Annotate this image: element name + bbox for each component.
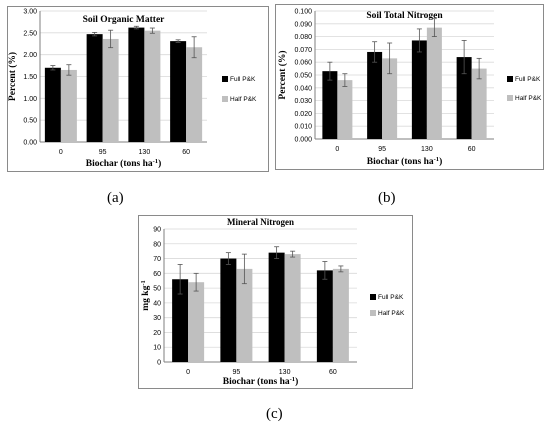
bar <box>188 282 205 362</box>
legend-swatch <box>222 96 228 102</box>
y-tick-label: 0.080 <box>294 34 312 41</box>
legend-label: Half P&K <box>515 95 542 102</box>
legend-label: Full P&K <box>515 76 541 83</box>
bar <box>186 47 203 142</box>
bar <box>144 30 161 142</box>
soil-total-nitrogen-chart: 0.000 0.010 0.020 0.030 0.040 0.050 0.060 0.070… <box>275 4 544 170</box>
legend-label: Half P&K <box>230 96 257 103</box>
x-tick-label: 0 <box>186 369 190 376</box>
y-axis-label: Percent (%) <box>277 50 288 99</box>
y-tick-label: 1.50 <box>23 74 37 81</box>
bar <box>367 51 383 139</box>
bar <box>220 258 237 362</box>
x-tick-label: 60 <box>182 149 190 156</box>
y-tick-label: 0.000 <box>294 137 312 144</box>
x-axis-label: Biochar (tons ha-1) <box>367 156 442 167</box>
mineral-nitrogen-chart: 0 10 20 30 40 50 60 70 80 90 Mineral Nitrogen 0 95 13… <box>138 215 413 389</box>
bar <box>426 27 442 139</box>
caption-c: (c) <box>266 406 283 422</box>
bar <box>456 57 472 139</box>
y-tick-label: 0 <box>157 360 161 367</box>
y-tick-label: 80 <box>153 241 161 248</box>
chart-frame <box>275 4 544 170</box>
chart-panel-c: 0 10 20 30 40 50 60 70 80 90 Mineral Nitrogen 0 95 13… <box>138 215 413 389</box>
x-tick-label: 60 <box>329 369 337 376</box>
chart-panel-b: 0.000 0.010 0.020 0.030 0.040 0.050 0.060 0.070… <box>275 4 544 170</box>
y-axis-label: Percent (%) <box>7 52 18 101</box>
bar <box>316 270 333 362</box>
chart-panel-a: 0.00 0.50 1.00 1.50 2.00 2.50 3.00 Soil Organic… <box>7 6 269 172</box>
bar <box>337 80 353 139</box>
legend-swatch <box>507 76 513 82</box>
y-tick-label: 3.00 <box>23 9 37 16</box>
bar <box>268 252 285 362</box>
y-tick-label: 2.50 <box>23 30 37 37</box>
legend-label: Full P&K <box>378 294 404 301</box>
bar <box>284 254 301 362</box>
bar <box>322 71 338 139</box>
x-tick-label: 95 <box>99 149 107 156</box>
y-tick-label: 10 <box>153 345 161 352</box>
bar <box>382 58 398 139</box>
y-tick-label: 0.030 <box>294 98 312 105</box>
y-tick-label: 50 <box>153 286 161 293</box>
chart-title: Soil Total Nitrogen <box>366 11 443 21</box>
y-tick-label: 0.100 <box>294 9 312 16</box>
x-tick-label: 130 <box>421 146 433 153</box>
y-tick-label: 0.060 <box>294 60 312 67</box>
x-tick-label: 95 <box>378 146 386 153</box>
bar <box>128 27 145 142</box>
y-tick-label: 0.050 <box>294 73 312 80</box>
caption-a: (a) <box>107 190 124 206</box>
y-tick-label: 40 <box>153 300 161 307</box>
x-tick-label: 0 <box>59 149 63 156</box>
y-tick-label: 0.50 <box>23 118 37 125</box>
y-tick-label: 0.040 <box>294 85 312 92</box>
bar <box>86 34 103 142</box>
y-tick-label: 2.00 <box>23 52 37 59</box>
x-tick-label: 130 <box>139 149 151 156</box>
chart-title: Soil Organic Matter <box>83 15 166 25</box>
bar <box>44 67 61 142</box>
bar <box>102 38 119 142</box>
y-tick-label: 90 <box>153 227 161 234</box>
x-axis-label: Biochar (tons ha-1) <box>86 158 161 169</box>
bar <box>170 41 187 142</box>
y-axis-label: mg kg-1 <box>140 280 151 311</box>
legend-swatch <box>370 294 376 300</box>
chart-title: Mineral Nitrogen <box>227 217 294 227</box>
x-tick-label: 0 <box>335 146 339 153</box>
bar <box>236 268 253 362</box>
y-tick-label: 20 <box>153 330 161 337</box>
legend-swatch <box>370 310 376 316</box>
y-tick-label: 0.090 <box>294 21 312 28</box>
legend-label: Full P&K <box>230 76 256 83</box>
y-tick-label: 0.00 <box>23 140 37 147</box>
y-tick-label: 60 <box>153 271 161 278</box>
x-tick-label: 60 <box>468 146 476 153</box>
y-tick-label: 1.00 <box>23 96 37 103</box>
y-tick-label: 0.070 <box>294 47 312 54</box>
x-axis-label: Biochar (tons ha-1) <box>223 376 298 387</box>
y-tick-label: 30 <box>153 315 161 322</box>
legend-label: Half P&K <box>378 310 405 317</box>
x-tick-label: 130 <box>279 369 291 376</box>
y-tick-label: 70 <box>153 256 161 263</box>
bar <box>411 40 427 139</box>
bar <box>172 279 189 362</box>
x-tick-label: 95 <box>232 369 240 376</box>
caption-b: (b) <box>378 190 396 206</box>
y-tick-label: 0.010 <box>294 124 312 131</box>
soil-organic-matter-chart: 0.00 0.50 1.00 1.50 2.00 2.50 3.00 Soil Organic… <box>7 6 269 172</box>
legend-swatch <box>222 76 228 82</box>
bar <box>332 268 349 362</box>
y-tick-label: 0.020 <box>294 111 312 118</box>
bar <box>471 68 487 139</box>
bar <box>60 69 77 142</box>
legend-swatch <box>507 95 513 101</box>
